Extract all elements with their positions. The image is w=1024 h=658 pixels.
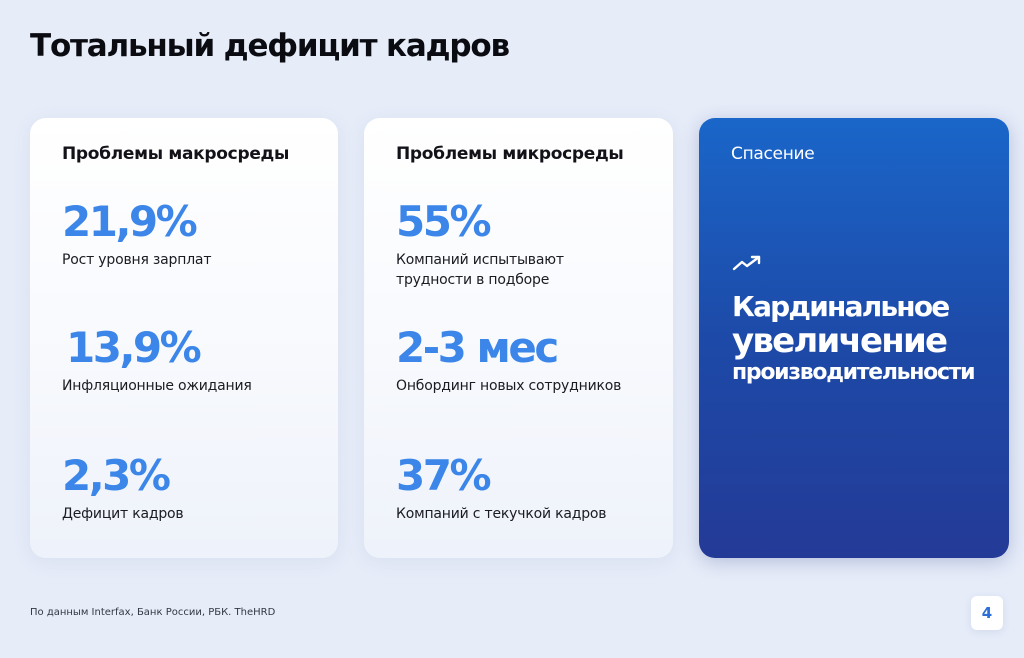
stat-label: Инфляционные ожидания xyxy=(62,378,252,394)
stat-block: 13,9% Инфляционные ожидания xyxy=(62,323,326,396)
stat-label: Компаний испытывают трудности в подборе xyxy=(396,252,564,288)
stat-value: 37% xyxy=(396,451,492,500)
source-note: По данным Interfax, Банк России, РБК. Th… xyxy=(30,607,276,618)
statement-line: производительности xyxy=(732,360,976,385)
stat-value: 13,9% xyxy=(66,323,202,372)
page-title: Тотальный дефицит кадров xyxy=(30,28,510,64)
statement-line: Кардинальное xyxy=(732,290,950,323)
micro-problems-card: Проблемы микросреды 55% Компаний испытыв… xyxy=(364,118,673,558)
statement-line: увеличение xyxy=(732,321,948,361)
stat-label: Рост уровня зарплат xyxy=(62,252,212,268)
stat-block: 2-3 мес Онбординг новых сотрудников xyxy=(396,324,656,396)
page-number: 4 xyxy=(971,596,1003,630)
solution-statement: Кардинальное увеличение производительнос… xyxy=(732,290,1002,387)
stat-block: 2,3% Дефицит кадров xyxy=(62,452,322,524)
stat-label: Компаний с текучкой кадров xyxy=(396,506,607,522)
stat-block: 21,9% Рост уровня зарплат xyxy=(62,198,322,270)
stat-value: 55% xyxy=(396,197,492,246)
card-heading: Проблемы макросреды xyxy=(62,144,290,164)
trend-up-icon xyxy=(732,255,761,271)
stat-value: 21,9% xyxy=(62,197,198,246)
stat-block: 37% Компаний с текучкой кадров xyxy=(396,452,656,524)
macro-problems-card: Проблемы макросреды 21,9% Рост уровня за… xyxy=(30,118,338,558)
stat-label: Онбординг новых сотрудников xyxy=(396,378,622,394)
card-heading: Проблемы микросреды xyxy=(396,144,624,164)
stat-value: 2,3% xyxy=(62,451,171,500)
stat-value: 2-3 мес xyxy=(396,323,559,372)
stat-block: 55% Компаний испытывают трудности в подб… xyxy=(396,198,616,290)
stat-label: Дефицит кадров xyxy=(62,506,184,522)
card-heading: Спасение xyxy=(731,144,815,164)
solution-card: Спасение Кардинальное увеличение произво… xyxy=(699,118,1009,558)
